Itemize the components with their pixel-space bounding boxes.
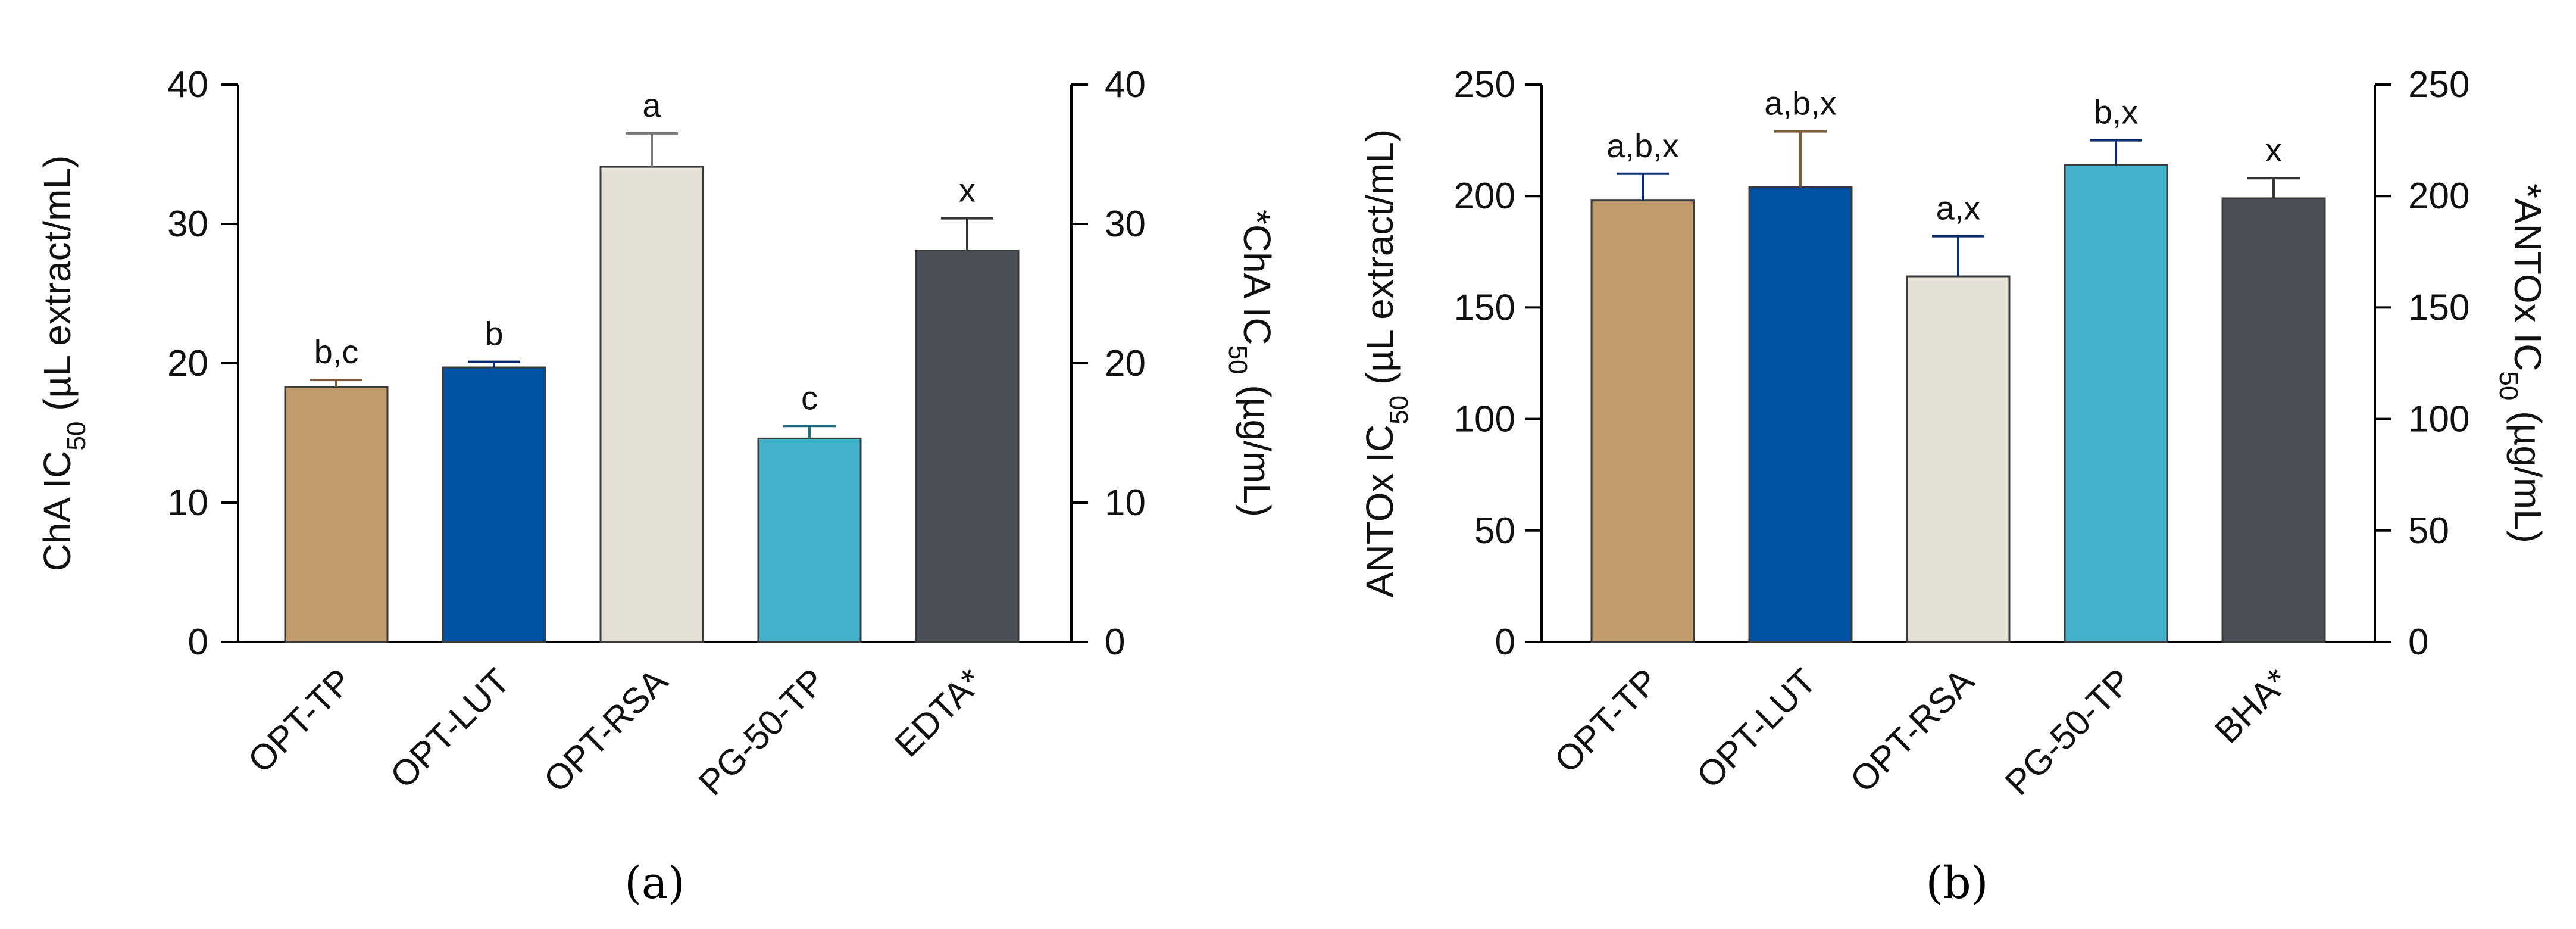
subscript: 50 [62,422,91,451]
x-tick-label: EDTA* [887,661,990,765]
y-tick-label-left: 100 [1454,399,1515,440]
caption-b: (b) [1925,858,1988,909]
y-axis-title-right: *ChA IC50 (µg/mL) [1224,210,1279,517]
x-tick-label: OPT-TP [240,661,360,781]
y-tick-label-right: 0 [1105,622,1125,663]
caption-a: (a) [624,858,685,909]
x-tick-label: BHA* [2207,661,2297,751]
significance-letter: c [801,379,818,416]
y-axis-title-left: ChA IC50 (µL extract/mL) [36,155,91,572]
y-tick-label-right: 250 [2408,64,2469,105]
significance-letter: b [484,315,503,353]
y-tick-label-left: 0 [188,622,208,663]
y-tick-label-right: 200 [2408,176,2469,217]
x-tick-label: OPT-LUT [1689,661,1824,796]
x-tick-label: OPT-TP [1547,661,1667,781]
bar [1590,199,1695,643]
bar [1906,275,2011,643]
y-tick-label-left: 250 [1454,64,1515,105]
bar [915,249,1020,643]
panel-b-chart: 0 50 100 150 200 250 0 50 100 150 200 250 ANTOx IC50… [1358,64,2549,803]
y-tick-label-right: 150 [2408,287,2469,328]
significance-letter: b,c [314,333,359,370]
y-tick-label-left: 0 [1495,622,1515,663]
y-tick-label-left: 30 [167,204,208,245]
y-tick-label-left: 150 [1454,287,1515,328]
y-axis-title-right: *ANTOx IC50 (µg/mL) [2494,183,2550,543]
bar [284,386,389,643]
bar [2221,197,2326,643]
significance-letter: x [2265,131,2282,169]
y-tick-label-right: 50 [2408,510,2449,551]
panel-a-chart: 0 10 20 30 40 0 10 20 30 40 ChA IC50 (µL extract/m… [36,64,1278,803]
significance-letter: a,b,x [1606,127,1678,164]
bar [2064,164,2168,643]
x-tick-label: OPT-RSA [536,661,676,800]
subscript: 50 [1224,345,1253,375]
x-tick-label: OPT-RSA [1843,661,1982,800]
subscript: 50 [2494,371,2524,400]
significance-letter: b,x [2094,93,2139,131]
bar [1748,186,1853,643]
significance-letter: x [959,172,976,209]
y-axis-title-left: ANTOx IC50 (µL extract/mL) [1358,129,1414,597]
significance-letter: a [642,86,661,124]
y-tick-label-right: 100 [2408,399,2469,440]
bar [442,366,546,643]
significance-letter: a,b,x [1764,85,1836,122]
x-tick-label: OPT-LUT [383,661,518,796]
y-tick-label-left: 20 [167,343,208,384]
y-tick-label-left: 40 [167,64,208,105]
y-tick-label-left: 10 [167,482,208,523]
y-tick-label-right: 30 [1105,204,1146,245]
y-tick-label-right: 40 [1105,64,1146,105]
y-tick-label-right: 10 [1105,482,1146,523]
y-tick-label-right: 0 [2408,622,2428,663]
y-tick-label-right: 20 [1105,343,1146,384]
y-tick-label-left: 50 [1474,510,1515,551]
x-tick-label: PG-50-TP [1997,661,2139,803]
subscript: 50 [1384,395,1414,425]
bar [599,166,704,643]
bar [757,437,862,643]
significance-letter: a,x [1936,189,1981,227]
y-tick-label-left: 200 [1454,176,1515,217]
x-tick-label: PG-50-TP [691,661,833,803]
